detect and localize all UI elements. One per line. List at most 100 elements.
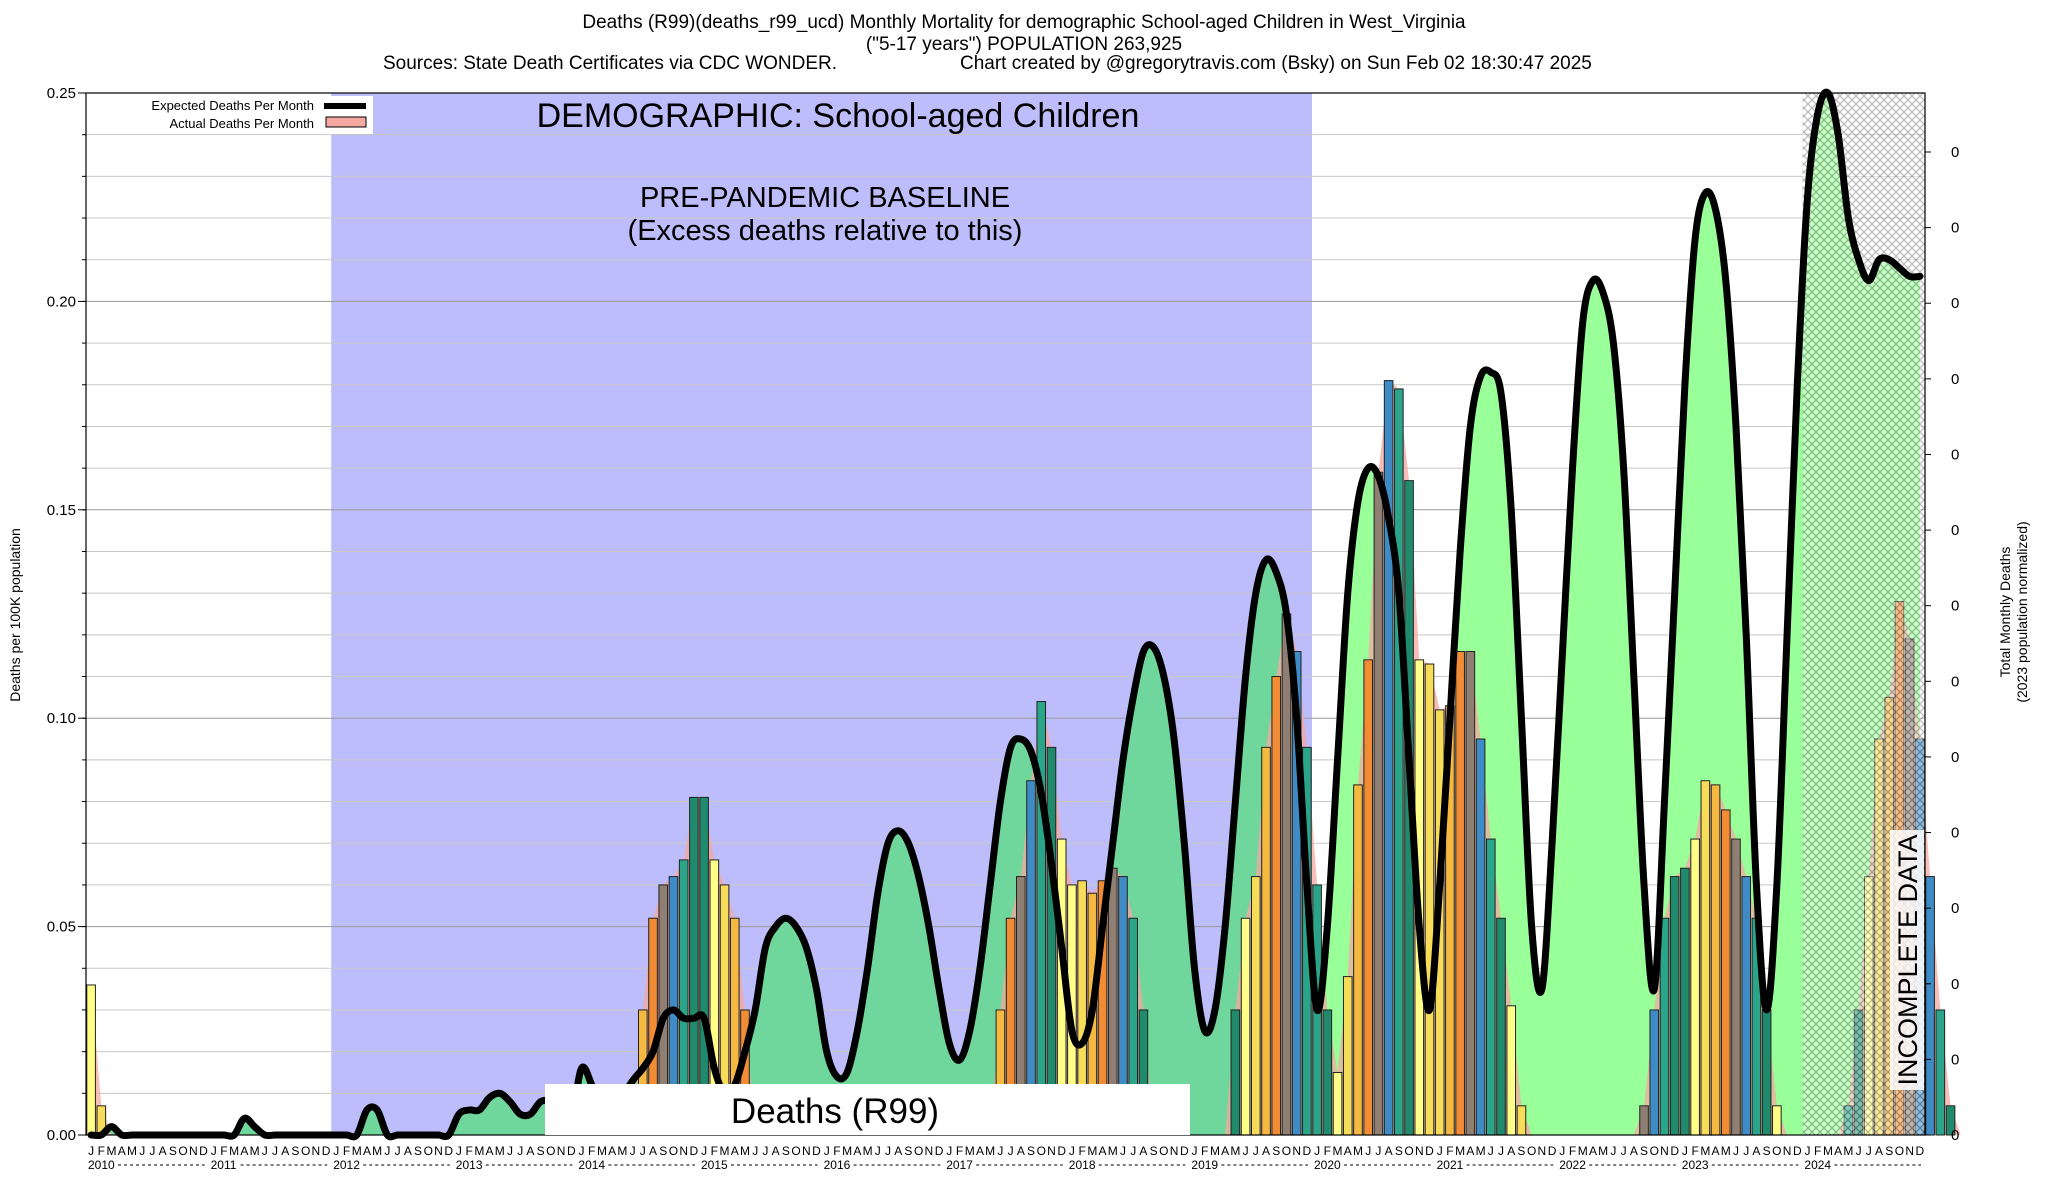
x-month-label: A (1385, 1144, 1393, 1158)
x-month-label: J (211, 1144, 217, 1158)
x-month-label: A (118, 1144, 126, 1158)
incomplete-data-label: INCOMPLETE DATA (1893, 834, 1923, 1085)
actual-bar (86, 984, 96, 1136)
x-year-label: 2010 (88, 1158, 115, 1172)
x-month-label: J (1559, 1144, 1565, 1158)
x-year-label: 2015 (701, 1158, 728, 1172)
x-year-label: 2021 (1437, 1158, 1464, 1172)
x-month-label: M (250, 1144, 260, 1158)
x-month-label: J (997, 1144, 1003, 1158)
actual-bar (1046, 746, 1057, 1136)
x-month-label: J (1743, 1144, 1749, 1158)
y-tick-label: 0.10 (47, 710, 76, 727)
x-month-label: J (1866, 1144, 1872, 1158)
y-tick-label: 0.20 (47, 293, 76, 310)
y2-tick-label: 0 (1951, 673, 1959, 690)
x-month-label: M (1598, 1144, 1608, 1158)
x-month-label: N (1292, 1144, 1301, 1158)
x-month-label: J (384, 1144, 390, 1158)
x-month-label: O (1037, 1144, 1046, 1158)
x-month-label: F (1569, 1144, 1576, 1158)
x-month-label: F (1691, 1144, 1698, 1158)
x-month-label: M (720, 1144, 730, 1158)
x-month-label: D (1793, 1144, 1802, 1158)
x-month-label: A (976, 1144, 984, 1158)
x-month-label: S (1640, 1144, 1648, 1158)
x-month-label: J (640, 1144, 646, 1158)
x-year-label: 2023 (1682, 1158, 1709, 1172)
actual-bar (1690, 838, 1700, 1136)
x-month-label: A (1875, 1144, 1883, 1158)
x-month-label: S (1517, 1144, 1525, 1158)
x-month-label: F (343, 1144, 350, 1158)
x-month-label: S (659, 1144, 667, 1158)
actual-bar (1332, 1071, 1343, 1136)
x-month-label: F (956, 1144, 963, 1158)
incomplete-label-bg (1890, 830, 1924, 1090)
x-month-label: A (1017, 1144, 1025, 1158)
x-month-label: A (894, 1144, 902, 1158)
x-month-label: J (1192, 1144, 1198, 1158)
actual-bar (1669, 876, 1680, 1136)
x-month-label: A (281, 1144, 289, 1158)
y-tick-label: 0.25 (47, 85, 76, 102)
x-month-label: N (1660, 1144, 1669, 1158)
y-tick-label: 0.15 (47, 502, 76, 519)
baseline-label-line2: (Excess deaths relative to this) (628, 215, 1023, 247)
x-month-label: S (1395, 1144, 1403, 1158)
x-month-label: J (752, 1144, 758, 1158)
y2-tick-label: 0 (1951, 1051, 1959, 1068)
x-month-label: A (772, 1144, 780, 1158)
actual-bar (1945, 1105, 1956, 1136)
x-month-label: J (1805, 1144, 1811, 1158)
x-month-label: J (88, 1144, 94, 1158)
actual-bar (1516, 1105, 1527, 1136)
legend-actual-label: Actual Deaths Per Month (169, 116, 314, 131)
x-month-label: M (1455, 1144, 1465, 1158)
actual-bar (1475, 738, 1486, 1136)
chart-title-line1: Deaths (R99)(deaths_r99_ucd) Monthly Mor… (582, 12, 1466, 33)
y2-tick-label: 0 (1951, 446, 1959, 463)
actual-bar (1465, 651, 1476, 1136)
actual-bar (1772, 1105, 1782, 1136)
x-month-label: A (159, 1144, 167, 1158)
x-year-label: 2011 (211, 1158, 237, 1172)
x-month-label: D (1425, 1144, 1434, 1158)
x-month-label: J (456, 1144, 462, 1158)
x-year-label: 2016 (824, 1158, 851, 1172)
x-month-label: J (1682, 1144, 1688, 1158)
actual-bar (1251, 876, 1261, 1136)
chart-title-line2: ("5-17 years") POPULATION 263,925 (865, 34, 1183, 55)
x-month-label: J (1008, 1144, 1014, 1158)
y2-tick-label: 0 (1951, 295, 1959, 312)
x-month-label: N (1415, 1144, 1424, 1158)
x-month-label: A (608, 1144, 616, 1158)
x-month-label: N (679, 1144, 688, 1158)
x-month-label: S (537, 1144, 545, 1158)
x-month-label: A (1712, 1144, 1720, 1158)
x-month-label: S (1763, 1144, 1771, 1158)
x-month-label: A (1507, 1144, 1515, 1158)
x-year-label: 2013 (456, 1158, 483, 1172)
demographic-heading: DEMOGRAPHIC: School-aged Children (537, 97, 1140, 135)
x-month-label: S (414, 1144, 422, 1158)
x-year-label: 2018 (1069, 1158, 1096, 1172)
actual-bar (1353, 784, 1363, 1136)
actual-bar (1485, 838, 1496, 1136)
x-month-label: F (1814, 1144, 1821, 1158)
actual-bar (1394, 388, 1404, 1136)
x-month-label: J (1437, 1144, 1443, 1158)
actual-bar (1424, 663, 1435, 1136)
x-year-label: 2020 (1314, 1158, 1341, 1172)
x-month-label: F (711, 1144, 718, 1158)
actual-bar (1925, 876, 1935, 1136)
x-month-label: F (1324, 1144, 1331, 1158)
x-month-label: D (199, 1144, 208, 1158)
actual-bar (1639, 1105, 1649, 1136)
x-month-label: O (669, 1144, 678, 1158)
x-month-label: J (1856, 1144, 1862, 1158)
x-month-label: N (1047, 1144, 1056, 1158)
x-month-label: A (649, 1144, 657, 1158)
x-month-label: M (1353, 1144, 1363, 1158)
